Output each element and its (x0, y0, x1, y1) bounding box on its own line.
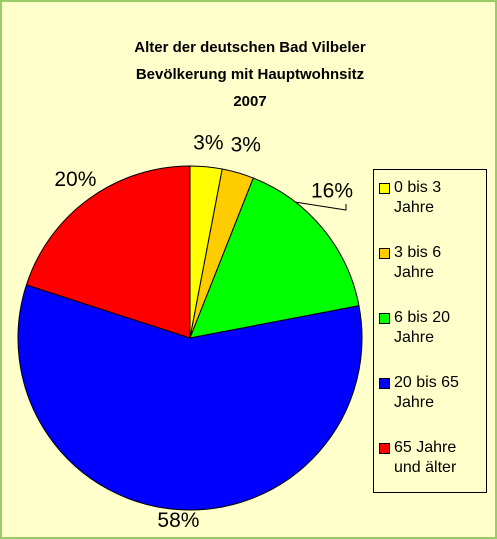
data-label: 3% (231, 133, 261, 156)
legend-label: 0 bis 3 Jahre (394, 179, 442, 216)
pie-slice (25, 165, 191, 339)
legend-label: 65 Jahre und älter (394, 439, 457, 476)
data-label: 58% (157, 509, 199, 532)
legend-swatch (379, 443, 390, 454)
legend-swatch (379, 378, 390, 389)
legend-label: 6 bis 20 Jahre (394, 309, 451, 346)
legend-label: 20 bis 65 Jahre (394, 374, 459, 411)
pie-slice (17, 284, 363, 511)
data-label: 3% (193, 131, 223, 154)
legend-swatch (379, 313, 390, 324)
chart-title: 2007 (233, 93, 266, 110)
data-label: 20% (54, 168, 96, 191)
legend-swatch (379, 248, 390, 259)
data-label: 16% (311, 180, 353, 203)
legend-label: 3 bis 6 Jahre (394, 244, 442, 281)
legend-swatch (379, 183, 390, 194)
chart-title: Alter der deutschen Bad Vilbeler (134, 39, 366, 56)
legend: 0 bis 3 Jahre 3 bis 6 Jahre 6 bis 20 Jahre… (373, 169, 487, 493)
chart-title: Bevölkerung mit Hauptwohnsitz (136, 66, 364, 83)
pie-slice (189, 177, 360, 339)
leader-line (295, 201, 347, 211)
